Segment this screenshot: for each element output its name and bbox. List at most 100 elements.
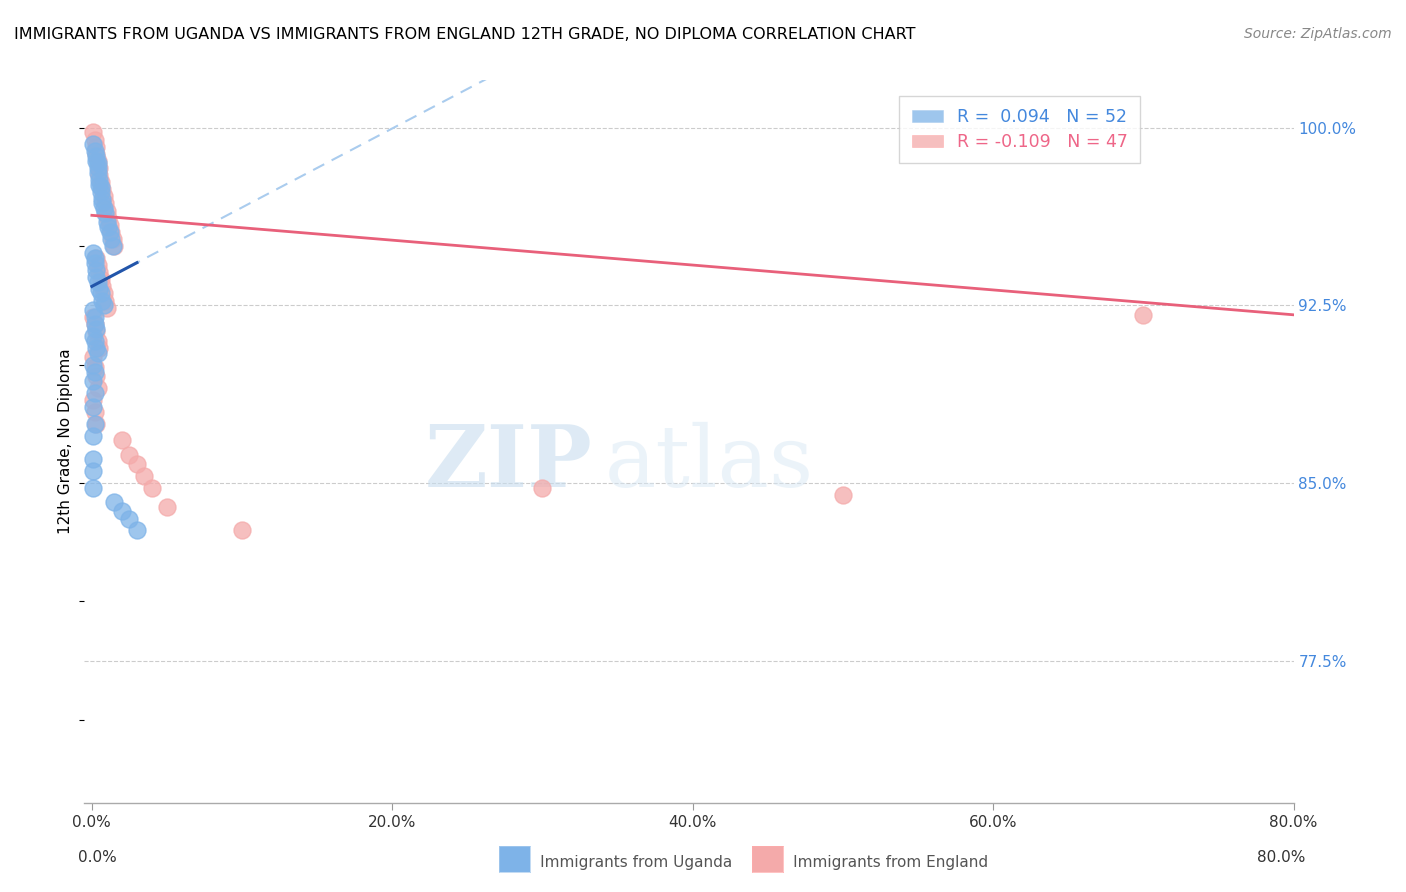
Point: [97, 220, 120, 235]
Point: [96, 215, 118, 229]
Point: [156, 500, 179, 514]
Point: [86, 153, 108, 168]
Point: [134, 469, 156, 483]
Point: [86, 417, 108, 431]
Point: [86, 341, 108, 355]
Point: [111, 504, 134, 518]
Point: [96, 203, 118, 218]
Text: 80.0%: 80.0%: [1257, 850, 1306, 864]
Point: [93, 286, 115, 301]
Text: Source: ZipAtlas.com: Source: ZipAtlas.com: [1244, 27, 1392, 41]
Point: [86, 269, 108, 284]
Point: [118, 448, 141, 462]
Point: [90, 185, 112, 199]
Text: Immigrants from Uganda: Immigrants from Uganda: [506, 855, 733, 870]
Point: [82, 310, 104, 325]
Point: [82, 374, 104, 388]
Point: [98, 218, 121, 232]
Point: [90, 272, 112, 286]
Point: [101, 239, 124, 253]
Point: [141, 481, 163, 495]
Point: [86, 139, 108, 153]
Text: 0.0%: 0.0%: [79, 850, 117, 864]
Point: [91, 192, 114, 206]
Point: [111, 434, 134, 448]
Point: [125, 524, 148, 538]
Point: [91, 182, 114, 196]
Point: [87, 156, 110, 170]
Point: [83, 132, 105, 146]
Point: [97, 211, 120, 225]
Point: [86, 149, 108, 163]
Point: [86, 322, 108, 336]
Point: [83, 251, 105, 265]
Point: [100, 225, 122, 239]
Point: [86, 251, 108, 265]
Y-axis label: 12th Grade, No Diploma: 12th Grade, No Diploma: [58, 349, 73, 534]
Point: [82, 464, 104, 478]
Point: [83, 386, 105, 401]
Point: [82, 400, 104, 414]
Point: [83, 318, 105, 332]
Point: [86, 325, 108, 339]
Point: [94, 206, 117, 220]
Point: [91, 293, 114, 308]
Point: [89, 265, 111, 279]
Point: [82, 137, 104, 152]
Point: [83, 365, 105, 379]
Point: [89, 161, 111, 175]
Point: [83, 310, 105, 325]
Point: [87, 166, 110, 180]
Point: [1132, 308, 1154, 322]
Point: [82, 125, 104, 139]
Text: atlas: atlas: [605, 422, 814, 505]
Point: [83, 145, 105, 159]
Point: [96, 301, 118, 315]
Point: [82, 329, 104, 343]
Point: [93, 298, 115, 312]
Point: [87, 334, 110, 348]
Point: [83, 417, 105, 431]
Point: [87, 275, 110, 289]
Point: [531, 481, 554, 495]
Point: [82, 303, 104, 318]
Point: [83, 255, 105, 269]
Text: IMMIGRANTS FROM UGANDA VS IMMIGRANTS FROM ENGLAND 12TH GRADE, NO DIPLOMA CORRELA: IMMIGRANTS FROM UGANDA VS IMMIGRANTS FRO…: [14, 27, 915, 42]
Point: [89, 168, 111, 182]
Point: [82, 246, 104, 260]
Point: [101, 232, 124, 246]
Point: [83, 318, 105, 332]
Point: [82, 358, 104, 372]
Point: [82, 481, 104, 495]
Point: [86, 262, 108, 277]
Point: [86, 146, 108, 161]
Point: [87, 153, 110, 168]
Text: Immigrants from England: Immigrants from England: [759, 855, 988, 870]
Point: [100, 232, 122, 246]
Point: [82, 428, 104, 442]
Point: [82, 452, 104, 467]
Point: [98, 225, 121, 239]
Point: [86, 369, 108, 384]
Legend: R =  0.094   N = 52, R = -0.109   N = 47: R = 0.094 N = 52, R = -0.109 N = 47: [900, 96, 1140, 163]
Point: [89, 282, 111, 296]
Point: [231, 524, 253, 538]
Point: [94, 196, 117, 211]
Point: [82, 351, 104, 365]
Point: [103, 239, 125, 253]
Point: [125, 457, 148, 471]
Point: [90, 286, 112, 301]
Point: [83, 334, 105, 348]
Point: [832, 488, 855, 502]
Point: [87, 258, 110, 272]
Point: [89, 178, 111, 192]
Point: [83, 359, 105, 374]
Point: [89, 341, 111, 355]
Point: [103, 495, 125, 509]
Text: ZIP: ZIP: [425, 421, 592, 505]
Point: [83, 405, 105, 419]
Point: [90, 180, 112, 194]
Point: [93, 201, 115, 215]
Point: [94, 293, 117, 308]
Point: [118, 511, 141, 525]
